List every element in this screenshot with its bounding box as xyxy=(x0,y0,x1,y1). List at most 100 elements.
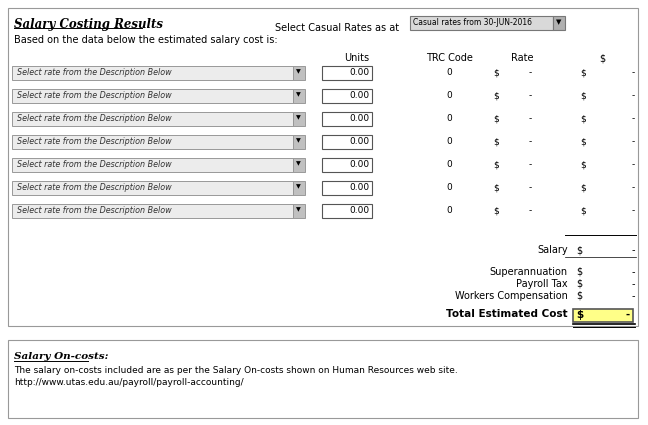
Text: Select rate from the Description Below: Select rate from the Description Below xyxy=(17,91,172,100)
Text: $: $ xyxy=(493,160,499,169)
Bar xyxy=(322,158,372,172)
Bar xyxy=(12,135,293,149)
Text: Select rate from the Description Below: Select rate from the Description Below xyxy=(17,160,172,169)
Text: 0: 0 xyxy=(446,137,452,146)
Bar xyxy=(12,112,293,126)
Text: 0: 0 xyxy=(446,206,452,215)
Text: $: $ xyxy=(493,137,499,146)
Bar xyxy=(293,66,305,80)
Bar xyxy=(293,204,305,218)
Text: -: - xyxy=(528,206,531,215)
Text: The salary on-costs included are as per the Salary On-costs shown on Human Resou: The salary on-costs included are as per … xyxy=(14,366,457,375)
Bar xyxy=(322,112,372,126)
Text: 0.00: 0.00 xyxy=(349,183,369,192)
Text: ▼: ▼ xyxy=(556,19,561,25)
Bar xyxy=(293,135,305,149)
Text: Select rate from the Description Below: Select rate from the Description Below xyxy=(17,68,172,77)
Bar xyxy=(322,135,372,149)
Text: -: - xyxy=(632,291,635,301)
Bar xyxy=(12,181,293,195)
Text: -: - xyxy=(632,279,635,289)
Text: 0.00: 0.00 xyxy=(349,206,369,215)
Bar xyxy=(8,340,638,418)
Text: 0: 0 xyxy=(446,91,452,100)
Bar xyxy=(12,89,293,103)
Text: $: $ xyxy=(580,206,586,215)
Text: 0: 0 xyxy=(446,160,452,169)
Text: -: - xyxy=(632,68,635,77)
Text: 0.00: 0.00 xyxy=(349,91,369,100)
Text: 0.00: 0.00 xyxy=(349,68,369,77)
Text: -: - xyxy=(632,137,635,146)
Bar xyxy=(322,66,372,80)
Bar xyxy=(410,16,553,30)
Bar xyxy=(322,204,372,218)
Bar xyxy=(12,204,293,218)
Text: ▼: ▼ xyxy=(295,93,300,97)
Bar xyxy=(573,309,633,322)
Text: -: - xyxy=(528,114,531,123)
Text: $: $ xyxy=(576,245,582,255)
Bar xyxy=(293,112,305,126)
Text: 0: 0 xyxy=(446,183,452,192)
Bar xyxy=(8,8,638,326)
Text: -: - xyxy=(632,114,635,123)
Text: Select Casual Rates as at: Select Casual Rates as at xyxy=(275,23,399,33)
Text: ▼: ▼ xyxy=(295,207,300,212)
Text: $: $ xyxy=(493,68,499,77)
Text: Units: Units xyxy=(345,53,369,63)
Text: Salary Costing Results: Salary Costing Results xyxy=(14,18,163,31)
Text: Total Estimated Cost: Total Estimated Cost xyxy=(446,309,568,319)
Text: $: $ xyxy=(576,310,583,320)
Bar xyxy=(293,181,305,195)
Text: 0.00: 0.00 xyxy=(349,137,369,146)
Text: Select rate from the Description Below: Select rate from the Description Below xyxy=(17,137,172,146)
Text: Select rate from the Description Below: Select rate from the Description Below xyxy=(17,183,172,192)
Bar xyxy=(12,158,293,172)
Text: $: $ xyxy=(580,183,586,192)
Text: -: - xyxy=(632,267,635,277)
Text: $: $ xyxy=(580,91,586,100)
Text: 0.00: 0.00 xyxy=(349,160,369,169)
Text: Salary On-costs:: Salary On-costs: xyxy=(14,352,108,361)
Text: 0: 0 xyxy=(446,68,452,77)
Text: -: - xyxy=(626,310,630,320)
Text: -: - xyxy=(528,183,531,192)
Text: Based on the data below the estimated salary cost is:: Based on the data below the estimated sa… xyxy=(14,35,277,45)
Text: $: $ xyxy=(580,68,586,77)
Text: -: - xyxy=(632,160,635,169)
Text: Payroll Tax: Payroll Tax xyxy=(516,279,568,289)
Text: 0.00: 0.00 xyxy=(349,114,369,123)
Text: -: - xyxy=(632,183,635,192)
Bar xyxy=(322,89,372,103)
Text: Select rate from the Description Below: Select rate from the Description Below xyxy=(17,206,172,215)
Text: -: - xyxy=(528,68,531,77)
Text: -: - xyxy=(632,206,635,215)
Text: Rate: Rate xyxy=(511,53,533,63)
Text: $: $ xyxy=(580,114,586,123)
Text: $: $ xyxy=(580,137,586,146)
Text: TRC Code: TRC Code xyxy=(426,53,472,63)
Text: ▼: ▼ xyxy=(295,70,300,74)
Text: Salary: Salary xyxy=(537,245,568,255)
Bar xyxy=(12,66,293,80)
Text: -: - xyxy=(632,245,635,255)
Text: $: $ xyxy=(576,279,582,289)
Text: $: $ xyxy=(493,114,499,123)
Text: $: $ xyxy=(580,160,586,169)
Text: ▼: ▼ xyxy=(295,184,300,190)
Text: Workers Compensation: Workers Compensation xyxy=(455,291,568,301)
Text: ▼: ▼ xyxy=(295,139,300,144)
Text: 0: 0 xyxy=(446,114,452,123)
Bar xyxy=(293,89,305,103)
Text: ▼: ▼ xyxy=(295,116,300,121)
Text: http://www.utas.edu.au/payroll/payroll-accounting/: http://www.utas.edu.au/payroll/payroll-a… xyxy=(14,378,244,387)
Text: Casual rates from 30-JUN-2016: Casual rates from 30-JUN-2016 xyxy=(413,18,532,27)
Text: $: $ xyxy=(493,206,499,215)
Text: -: - xyxy=(632,91,635,100)
Text: $: $ xyxy=(576,267,582,277)
Text: -: - xyxy=(528,91,531,100)
Bar xyxy=(553,16,565,30)
Bar xyxy=(322,181,372,195)
Text: Superannuation: Superannuation xyxy=(490,267,568,277)
